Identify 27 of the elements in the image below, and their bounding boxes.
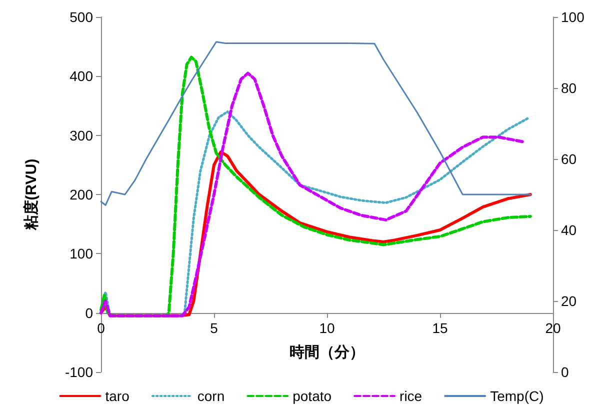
line-series <box>100 41 532 206</box>
y-tick-label: 200 <box>70 186 94 202</box>
legend-label: Temp(C) <box>490 388 544 404</box>
x-tick-label: 0 <box>97 320 106 336</box>
y2-tick-label: 0 <box>561 364 569 380</box>
y-tick-label: 400 <box>70 68 94 84</box>
x-tick-label: 15 <box>432 320 448 336</box>
y2-tick-label: 60 <box>561 151 577 167</box>
legend-label: potato <box>292 388 332 404</box>
legend-label: rice <box>400 388 422 404</box>
y2-tick-label: 80 <box>561 80 577 96</box>
x-axis-title: 時間（分） <box>290 344 364 361</box>
x-tick-label: 10 <box>319 320 335 336</box>
y-tick-label: 0 <box>85 304 94 321</box>
y-tick-label: 300 <box>70 127 94 144</box>
x-tick-label: 20 <box>545 320 561 336</box>
y2-tick-label: 100 <box>561 9 585 25</box>
legend-label: taro <box>105 388 130 404</box>
y2-tick-label: 40 <box>561 222 577 238</box>
y-axis-title: 粘度(RVU) <box>22 158 40 232</box>
y-tick-label: 500 <box>70 9 94 25</box>
legend-label: corn <box>197 388 225 404</box>
y-tick-label: 100 <box>70 246 94 262</box>
line-series <box>100 110 530 318</box>
x-tick-label: 5 <box>210 320 218 336</box>
y2-tick-label: 20 <box>561 293 577 309</box>
y-tick-label: -100 <box>64 364 94 380</box>
